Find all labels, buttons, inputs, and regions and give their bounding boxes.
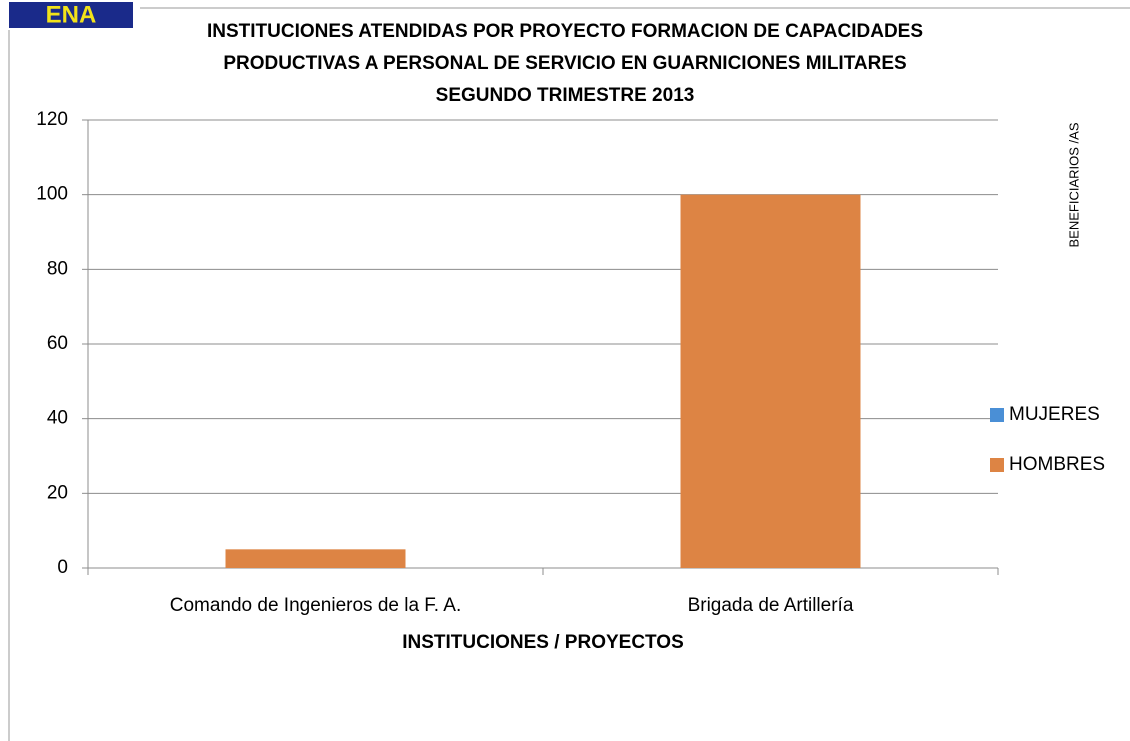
bar bbox=[225, 549, 406, 568]
legend-swatch bbox=[990, 408, 1004, 422]
chart-title: INSTITUCIONES ATENDIDAS POR PROYECTO FOR… bbox=[207, 21, 923, 42]
y-tick-label: 40 bbox=[47, 408, 68, 429]
y-tick-label: 0 bbox=[57, 557, 68, 578]
y-tick-label: 20 bbox=[47, 482, 68, 503]
x-tick-label: Brigada de Artillería bbox=[688, 595, 854, 616]
y-tick-label: 60 bbox=[47, 333, 68, 354]
logo: ENA bbox=[46, 1, 97, 28]
logo-box bbox=[9, 2, 133, 28]
bar bbox=[680, 194, 861, 568]
chart-title: PRODUCTIVAS A PERSONAL DE SERVICIO EN GU… bbox=[223, 53, 906, 74]
y-tick-label: 120 bbox=[36, 109, 68, 130]
x-axis-title: INSTITUCIONES / PROYECTOS bbox=[402, 632, 684, 653]
legend-label: MUJERES bbox=[1009, 404, 1100, 425]
chart-title: SEGUNDO TRIMESTRE 2013 bbox=[436, 85, 695, 106]
x-tick-label: Comando de Ingenieros de la F. A. bbox=[170, 595, 462, 616]
legend-label: HOMBRES bbox=[1009, 454, 1105, 475]
y-axis-title: BENEFICIARIOS /AS bbox=[1066, 122, 1081, 247]
y-tick-label: 80 bbox=[47, 258, 68, 279]
legend-swatch bbox=[990, 458, 1004, 472]
y-tick-label: 100 bbox=[36, 184, 68, 205]
